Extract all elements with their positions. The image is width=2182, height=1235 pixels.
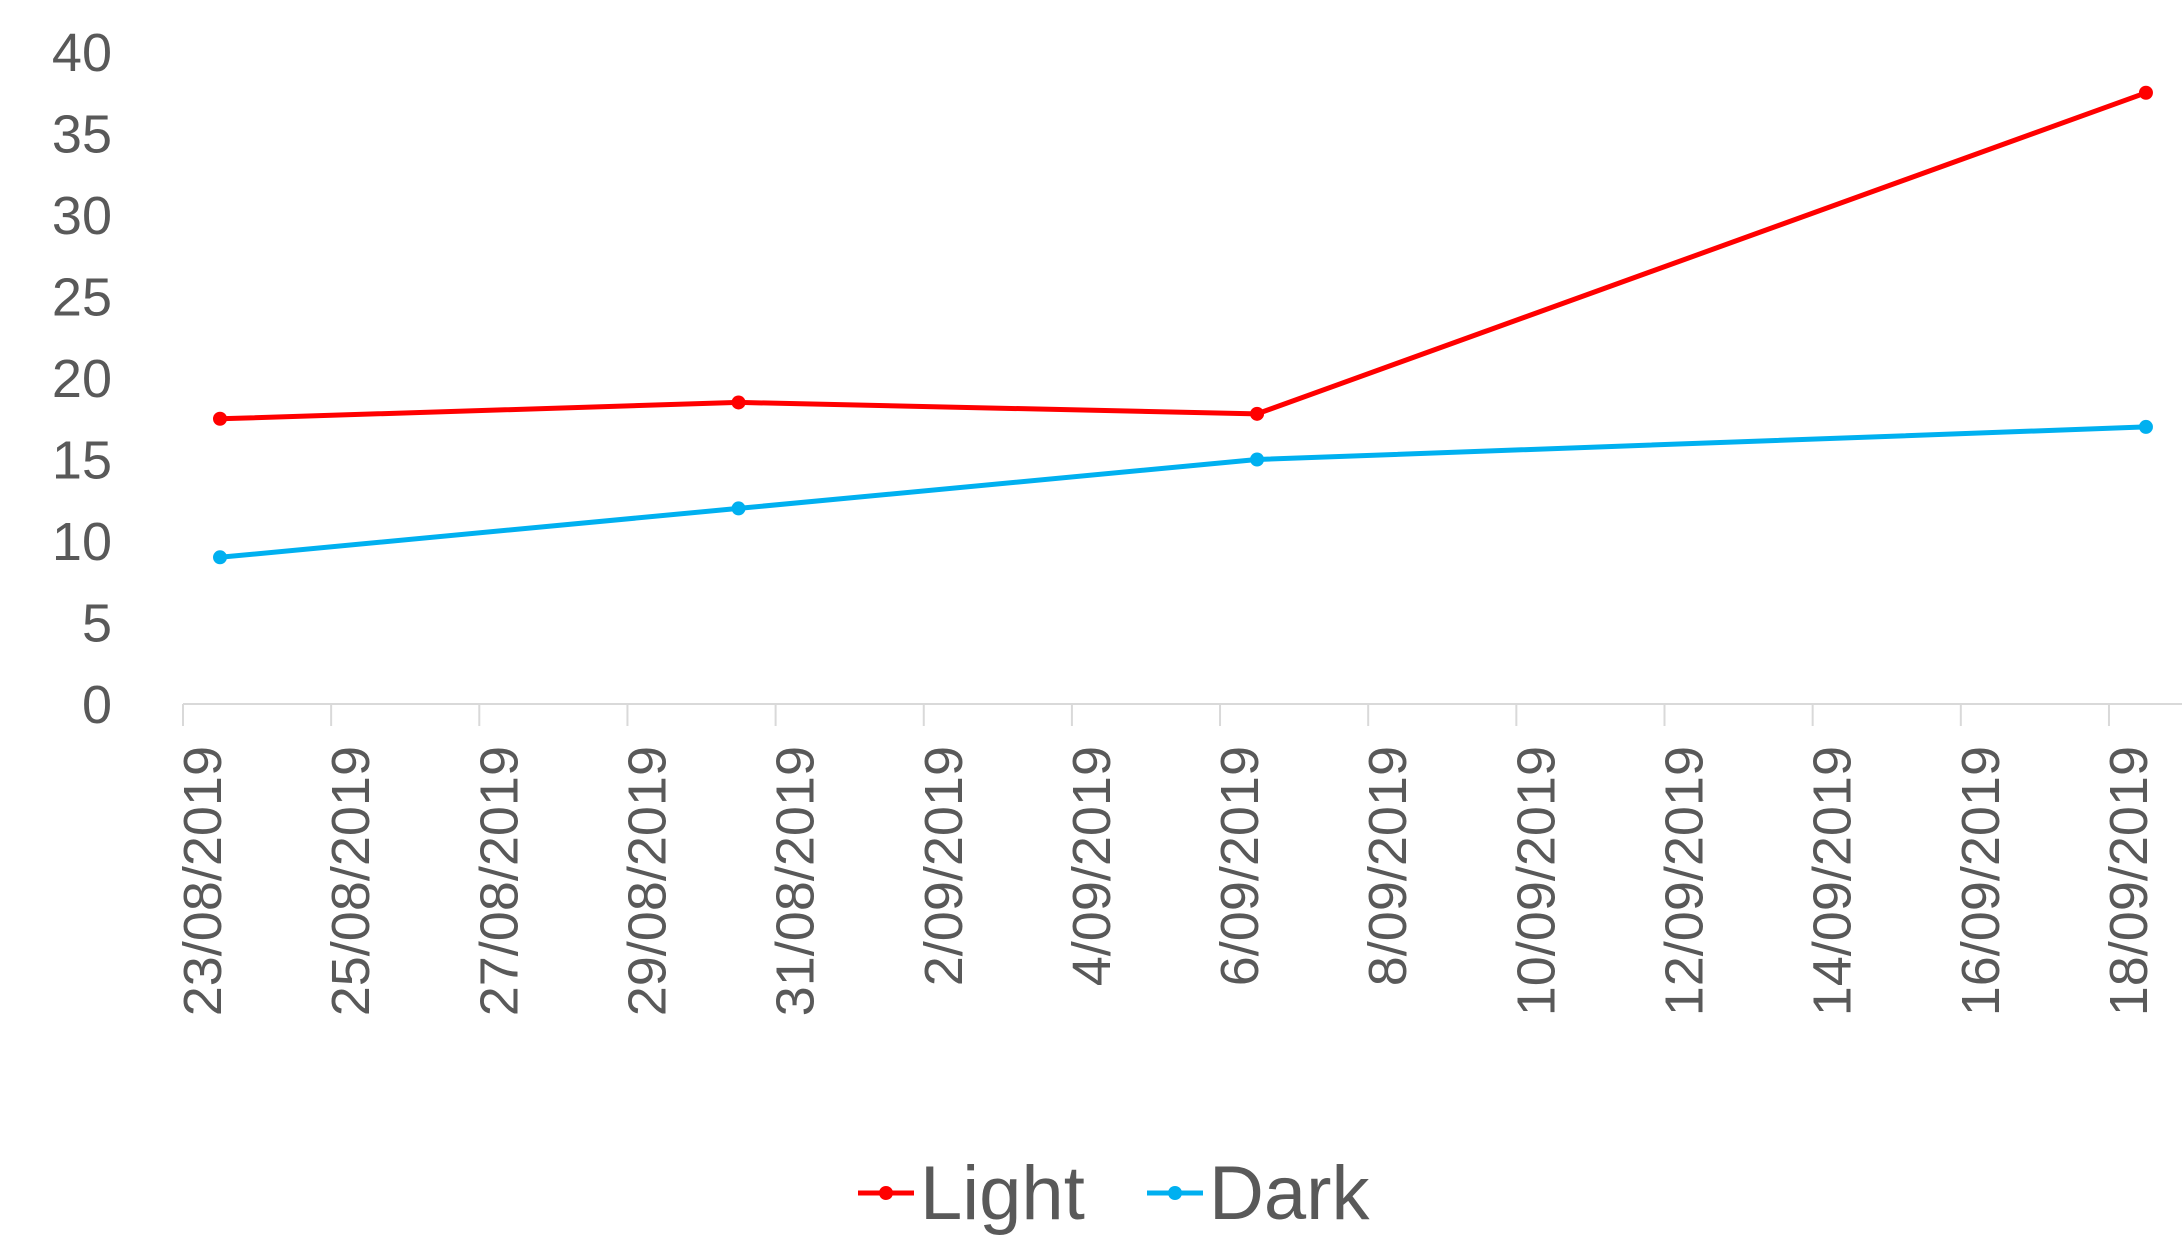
axis-layer: 0 5 10 15 20 25 30 35 40 23/08/2019 25/08/2019 27/0… <box>52 23 2182 1016</box>
x-tick-label: 16/09/2019 <box>1951 746 2011 1016</box>
data-point-light <box>2138 85 2153 100</box>
x-tick-label: 8/09/2019 <box>1358 746 1418 986</box>
x-tick-label: 4/09/2019 <box>1062 746 1122 986</box>
y-tick-label: 35 <box>52 105 112 165</box>
legend-item-dark: Dark <box>1147 1151 1370 1235</box>
legend: Light Dark <box>858 1151 1370 1235</box>
data-point-light <box>213 411 227 426</box>
x-tick-label: 25/08/2019 <box>321 746 381 1016</box>
data-point-dark <box>2138 419 2153 434</box>
x-tick-label: 14/09/2019 <box>1803 746 1863 1016</box>
series-line-dark <box>217 424 2149 560</box>
x-tick-label: 10/09/2019 <box>1506 746 1566 1016</box>
data-point-dark <box>213 550 227 565</box>
x-tick-label: 6/09/2019 <box>1210 746 1270 986</box>
data-point-light <box>1250 406 1265 421</box>
series-layer <box>213 85 2153 565</box>
legend-swatch-marker <box>879 1186 893 1200</box>
legend-swatch-marker <box>1168 1186 1182 1200</box>
x-tick-label: 23/08/2019 <box>173 746 233 1016</box>
x-tick-label: 31/08/2019 <box>766 746 826 1016</box>
x-tick-label: 29/08/2019 <box>617 746 677 1016</box>
y-tick-label: 40 <box>52 23 112 83</box>
x-tick-label: 2/09/2019 <box>914 746 974 986</box>
data-point-light <box>731 395 746 410</box>
data-point-dark <box>1250 452 1265 467</box>
x-tick-label: 18/09/2019 <box>2099 746 2159 1016</box>
y-tick-label: 30 <box>52 186 112 246</box>
legend-label: Light <box>920 1151 1085 1235</box>
y-tick-label: 5 <box>82 594 112 654</box>
y-tick-label: 25 <box>52 268 112 328</box>
y-tick-label: 15 <box>52 431 112 491</box>
series-line-light <box>217 90 2149 422</box>
y-tick-label: 20 <box>52 349 112 409</box>
x-tick-label: 12/09/2019 <box>1655 746 1715 1016</box>
y-tick-label: 10 <box>52 512 112 572</box>
legend-item-light: Light <box>858 1151 1085 1235</box>
x-tick-label: 27/08/2019 <box>469 746 529 1016</box>
y-tick-label: 0 <box>82 675 112 735</box>
legend-label: Dark <box>1209 1151 1370 1235</box>
data-point-dark <box>731 501 746 516</box>
